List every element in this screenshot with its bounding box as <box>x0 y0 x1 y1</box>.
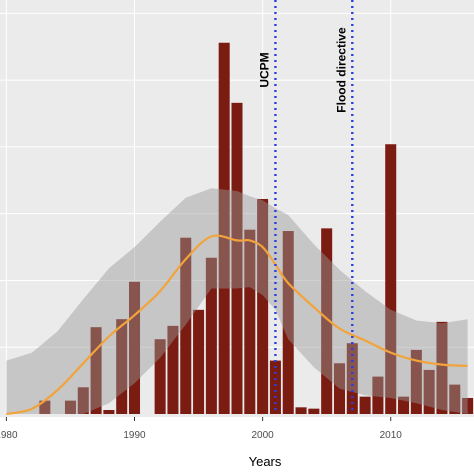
bar-1989 <box>116 319 128 414</box>
bar-2001 <box>269 360 281 414</box>
bar-2015 <box>449 384 461 414</box>
bar-2013 <box>423 369 435 414</box>
bars <box>39 42 474 415</box>
reference-lines: UCPM Flood directive <box>258 0 354 414</box>
vline-label-2007: Flood directive <box>334 27 348 113</box>
bar-2002 <box>282 231 294 414</box>
bar-1997 <box>218 42 230 415</box>
bar-1988 <box>103 409 115 414</box>
bar-1985 <box>64 400 76 414</box>
bar-2000 <box>257 198 269 414</box>
bar-2005 <box>321 228 333 414</box>
x-tick-label-2000: 2000 <box>251 430 274 441</box>
bar-2009 <box>372 376 384 414</box>
bar-2003 <box>295 407 307 414</box>
bar-1996 <box>205 257 217 414</box>
x-axis-title: Years <box>249 454 282 469</box>
bar-1999 <box>244 229 256 414</box>
x-tick-label-2010: 2010 <box>380 430 403 441</box>
x-axis-ticks: 1980 1990 2000 2010 <box>0 417 402 441</box>
confidence-band <box>6 188 468 414</box>
bar-2006 <box>333 363 345 414</box>
bar-2010 <box>385 144 397 415</box>
smooth-trend-line <box>6 234 468 416</box>
bar-1995 <box>193 309 205 414</box>
bar-2016 <box>462 397 474 414</box>
bar-2011 <box>398 396 410 414</box>
bar-1986 <box>77 387 89 414</box>
vline-label-2001: UCPM <box>258 52 272 87</box>
bar-1998 <box>231 102 243 414</box>
bar-1983 <box>39 400 51 414</box>
bar-2012 <box>410 349 422 414</box>
x-tick-label-1990: 1990 <box>123 430 146 441</box>
bar-2004 <box>308 408 320 414</box>
bar-2014 <box>436 321 448 414</box>
bar-1994 <box>180 237 192 414</box>
x-tick-label-1980: 1980 <box>0 430 18 441</box>
bar-1993 <box>167 325 179 414</box>
bar-1992 <box>154 339 166 414</box>
bar-1987 <box>90 327 102 414</box>
bar-1990 <box>129 281 141 414</box>
bar-2008 <box>359 396 371 414</box>
